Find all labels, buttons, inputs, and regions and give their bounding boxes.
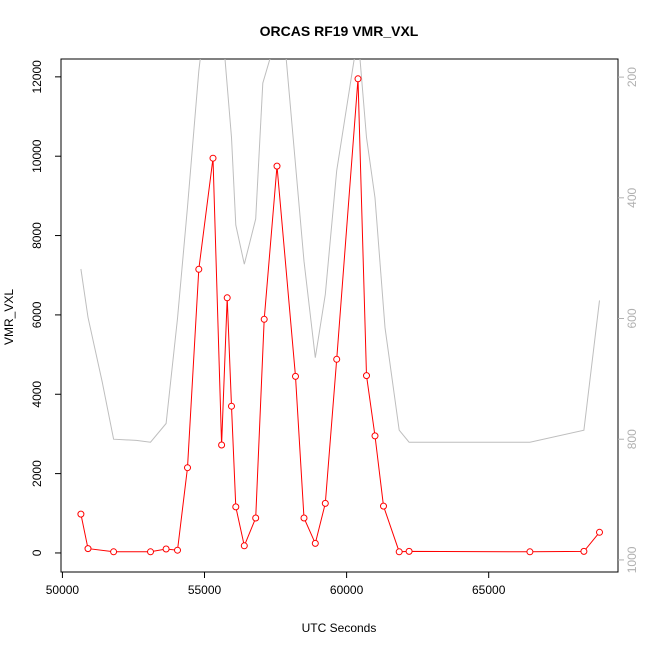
data-point <box>380 502 387 510</box>
data-point <box>252 514 260 522</box>
x-axis: 50000 55000 60000 65000 <box>46 572 506 597</box>
data-point <box>526 548 534 556</box>
x-tick-label: 50000 <box>46 583 80 597</box>
y-tick-label: 0 <box>30 549 44 556</box>
data-point <box>371 432 379 440</box>
secondary-series-line <box>80 59 600 443</box>
data-point <box>363 372 370 380</box>
y-tick-label: 10000 <box>30 139 44 173</box>
data-point <box>228 402 235 410</box>
right-y-tick-label: 800 <box>625 429 639 449</box>
right-y-axis: 200 400 600 800 1000 <box>618 67 639 573</box>
plot-frame <box>60 58 619 573</box>
x-tick-label: 65000 <box>472 583 506 597</box>
data-point <box>311 539 319 547</box>
data-point <box>77 510 85 518</box>
right-y-tick-label: 400 <box>625 187 639 207</box>
y-axis: 0 2000 4000 6000 8000 10000 12000 <box>30 60 61 556</box>
right-y-tick-label: 200 <box>625 67 639 87</box>
x-axis-label: UTC Seconds <box>302 621 377 635</box>
data-point <box>395 548 403 556</box>
chart-title: ORCAS RF19 VMR_VXL <box>260 23 419 39</box>
y-tick-label: 8000 <box>30 222 44 249</box>
data-point <box>354 75 362 83</box>
y-axis-label: VMR_VXL <box>2 289 16 345</box>
x-tick-label: 55000 <box>188 583 222 597</box>
data-point <box>260 315 268 323</box>
data-point <box>580 547 588 555</box>
y-tick-label: 12000 <box>30 60 44 94</box>
right-y-tick-label: 600 <box>625 308 639 328</box>
data-point <box>273 162 281 170</box>
data-point <box>300 514 308 522</box>
data-point <box>321 499 329 507</box>
data-point <box>218 441 226 449</box>
data-point <box>333 355 341 363</box>
series-layer <box>77 59 603 556</box>
data-point <box>292 372 299 380</box>
data-point <box>240 542 248 550</box>
data-point <box>174 546 181 554</box>
y-tick-label: 6000 <box>30 301 44 328</box>
y-tick-label: 2000 <box>30 460 44 487</box>
data-point <box>405 547 413 555</box>
y-tick-label: 4000 <box>30 381 44 408</box>
data-point <box>596 528 603 536</box>
right-y-tick-label: 1000 <box>625 546 639 573</box>
data-point <box>223 294 231 302</box>
data-point <box>209 154 217 162</box>
data-point <box>195 265 203 273</box>
data-point <box>162 545 170 553</box>
x-tick-label: 60000 <box>330 583 364 597</box>
data-point <box>232 503 240 511</box>
data-point <box>84 545 92 553</box>
data-point <box>110 548 118 556</box>
data-point <box>147 548 154 556</box>
data-point <box>184 464 191 472</box>
